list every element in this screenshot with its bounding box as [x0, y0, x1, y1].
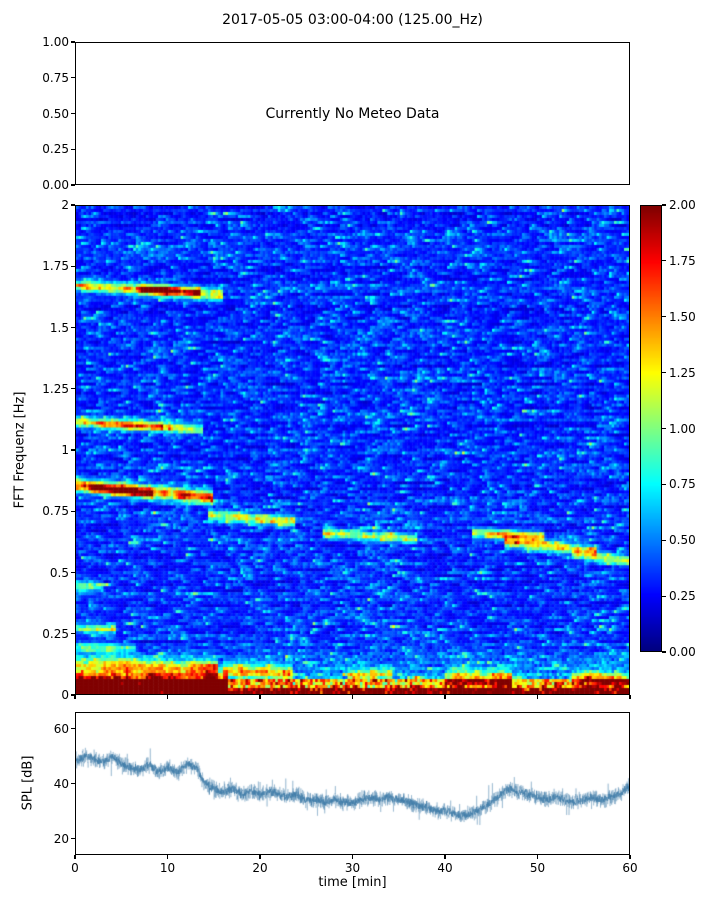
meteo-y-tick-label: 0.50 [42, 106, 69, 121]
spl-x-tick [259, 855, 261, 859]
figure-title: 2017-05-05 03:00-04:00 (125.00_Hz) [222, 12, 483, 28]
x-axis-label: time [min] [318, 875, 387, 890]
spectrogram-x-tick [351, 695, 354, 699]
meteo-y-tick [71, 148, 75, 150]
spl-y-tick-label: 20 [53, 831, 69, 846]
colorbar-tick-label: 0.25 [669, 589, 696, 604]
colorbar-tick [662, 316, 666, 318]
spl-x-tick [166, 855, 169, 859]
spectrogram-y-tick [71, 633, 75, 635]
spectrogram-y-tick-label: 0.75 [42, 504, 69, 519]
spectrogram-y-tick-label: 1.25 [42, 381, 69, 396]
spl-x-tick [74, 855, 76, 859]
spl-y-tick [71, 837, 75, 840]
meteo-y-tick-label: 1.00 [42, 35, 69, 49]
colorbar-tick-label: 2.00 [669, 198, 696, 212]
spectrogram-y-tick-label: 1 [61, 443, 69, 457]
spl-x-tick [444, 855, 446, 859]
spl-x-tick-label: 30 [344, 861, 361, 875]
colorbar-tick-label: 0.75 [669, 477, 696, 492]
spectrogram-x-tick [629, 695, 631, 699]
colorbar-tick [662, 595, 666, 597]
spectrogram-y-tick-label: 2 [61, 198, 69, 212]
spectrogram-y-tick-label: 1.75 [42, 259, 69, 274]
spectrogram-y-tick [71, 388, 75, 390]
spectrogram-x-tick [444, 695, 446, 699]
meteo-y-tick-label: 0.75 [42, 70, 69, 85]
spl-x-tick-label: 0 [71, 861, 79, 875]
colorbar-tick [662, 260, 666, 262]
colorbar-tick [662, 483, 666, 485]
spl-x-tick-label: 60 [622, 861, 638, 875]
meteo-y-tick [71, 77, 75, 79]
colorbar-tick-label: 0.00 [669, 645, 696, 659]
spl-y-tick-label: 60 [53, 721, 69, 736]
meteo-y-tick-label: 0.25 [42, 142, 69, 157]
colorbar-tick [662, 204, 666, 206]
spl-x-tick-label: 50 [529, 861, 546, 875]
colorbar-tick-label: 1.75 [669, 253, 696, 268]
colorbar-tick [662, 372, 666, 374]
spl-y-tick [71, 727, 75, 730]
meteo-y-tick [71, 112, 75, 115]
spl-y-tick [71, 782, 75, 785]
spectrogram-canvas [76, 206, 629, 694]
meteo-y-tick [71, 184, 75, 186]
spl-x-tick-label: 10 [159, 861, 176, 875]
spl-canvas [76, 713, 629, 854]
spl-panel [75, 712, 630, 855]
spectrogram-y-tick [71, 326, 75, 329]
meteo-y-tick [71, 41, 75, 43]
colorbar-tick [662, 427, 666, 430]
spectrogram-y-tick-label: 1.5 [49, 320, 69, 335]
spectrogram-y-tick [71, 510, 75, 512]
spectrogram-y-tick [71, 694, 75, 696]
colorbar-tick-label: 1.50 [669, 309, 696, 324]
spectrogram-y-tick [71, 204, 75, 206]
spl-x-tick [629, 855, 631, 859]
spectrogram-x-tick [259, 695, 261, 699]
spl-x-tick-label: 40 [437, 861, 453, 875]
colorbar-canvas [641, 206, 661, 651]
meteo-y-tick-label: 0.00 [42, 178, 69, 192]
colorbar [640, 205, 662, 652]
spectrogram-y-tick [71, 571, 75, 574]
spectrogram-x-tick [166, 695, 169, 699]
colorbar-tick [662, 651, 666, 653]
spl-y-tick-label: 40 [53, 776, 69, 791]
spl-x-tick [351, 855, 354, 859]
spectrogram-x-tick [536, 695, 539, 699]
spl-x-tick-label: 20 [252, 861, 268, 875]
meteo-panel: Currently No Meteo Data [75, 42, 630, 185]
spectrogram-y-tick-label: 0.25 [42, 626, 69, 641]
colorbar-tick-label: 1.25 [669, 365, 696, 380]
spectrogram-y-tick [71, 449, 75, 451]
spl-x-tick [536, 855, 539, 859]
spectrogram-panel [75, 205, 630, 695]
spectrogram-x-tick [74, 695, 76, 699]
colorbar-tick [662, 539, 666, 541]
no-meteo-text: Currently No Meteo Data [265, 105, 440, 122]
spectrogram-y-tick-label: 0 [61, 688, 69, 702]
spectrogram-y-tick-label: 0.5 [49, 565, 69, 580]
colorbar-tick-label: 0.50 [669, 533, 696, 548]
spectrogram-y-tick [71, 265, 75, 267]
colorbar-tick-label: 1.00 [669, 421, 696, 436]
